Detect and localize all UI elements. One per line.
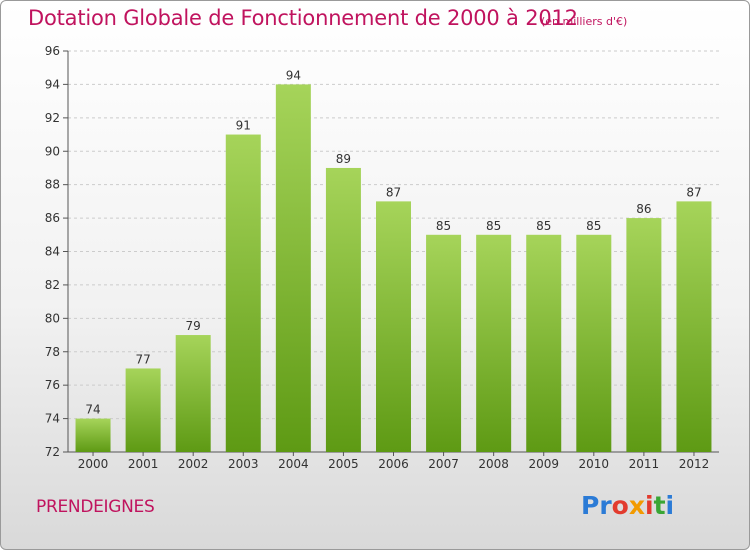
logo-letter: P [581,491,600,520]
logo-letter: x [628,491,645,520]
x-tick-label: 2011 [629,457,660,471]
bar-2011 [626,218,662,452]
commune-name: PRENDEIGNES [36,497,155,517]
y-tick-label: 76 [45,378,60,392]
bar-2006 [376,201,411,452]
bar-2002 [175,335,211,452]
logo-letter: i [645,491,654,520]
bar-2000 [75,418,111,452]
x-tick-label: 2010 [579,457,610,471]
x-tick-label: 2009 [528,457,559,471]
x-tick-label: 2004 [278,457,309,471]
logo-letter: o [611,491,629,520]
bar-2012 [676,201,712,452]
bar-2001 [125,368,161,452]
y-tick-label: 72 [45,445,60,459]
data-label-2010: 85 [586,219,601,233]
y-tick-label: 80 [45,311,60,325]
y-tick-label: 96 [45,44,60,58]
bars [75,84,712,453]
x-tick-label: 2006 [378,457,409,471]
data-label-2008: 85 [486,219,501,233]
y-tick-label: 86 [45,211,60,225]
y-tick-label: 82 [45,278,60,292]
proxiti-logo[interactable]: Proxiti [581,491,674,520]
logo-letter: r [599,491,612,520]
y-tick-label: 88 [45,178,60,192]
x-tick-label: 2005 [328,457,359,471]
x-tick-label: 2002 [178,457,209,471]
x-tick-label: 2001 [128,457,159,471]
x-tick-label: 2012 [679,457,710,471]
data-label-2007: 85 [436,219,451,233]
data-label-2004: 94 [286,68,301,82]
y-tick-label: 74 [45,412,60,426]
chart-title: Dotation Globale de Fonctionnement de 20… [28,6,578,30]
logo-letter: i [665,491,675,520]
data-label-2006: 87 [386,185,401,199]
bar-2004 [275,84,311,453]
bar-2003 [225,134,261,452]
logo-letter: t [653,491,666,520]
y-tick-label: 92 [45,111,60,125]
bar-2005 [325,167,361,453]
data-label-2012: 87 [686,185,701,199]
x-tick-label: 2008 [478,457,509,471]
data-label-2011: 86 [636,202,651,216]
y-tick-label: 90 [45,144,60,158]
y-tick-label: 94 [45,77,60,91]
data-labels: 74 77 79 91 94 89 87 85 85 85 85 86 87 [85,68,701,416]
bar-2007 [426,234,462,452]
y-tick-label: 78 [45,345,60,359]
chart-subtitle: (en milliers d'€) [541,15,628,28]
data-label-2009: 85 [536,219,551,233]
data-label-2002: 79 [186,319,201,333]
data-label-2003: 91 [236,119,251,133]
tick-labels: 72 74 76 78 80 82 84 86 88 90 92 94 96 2000 2001 2002 20… [45,44,710,471]
bar-2009 [526,234,562,452]
data-label-2001: 77 [135,352,150,366]
bar-2008 [476,234,512,452]
x-tick-label: 2003 [228,457,259,471]
data-label-2000: 74 [85,403,100,417]
data-label-2005: 89 [336,152,351,166]
bar-2010 [576,234,612,452]
x-tick-label: 2007 [428,457,459,471]
y-tick-label: 84 [45,245,60,259]
x-tick-label: 2000 [78,457,109,471]
